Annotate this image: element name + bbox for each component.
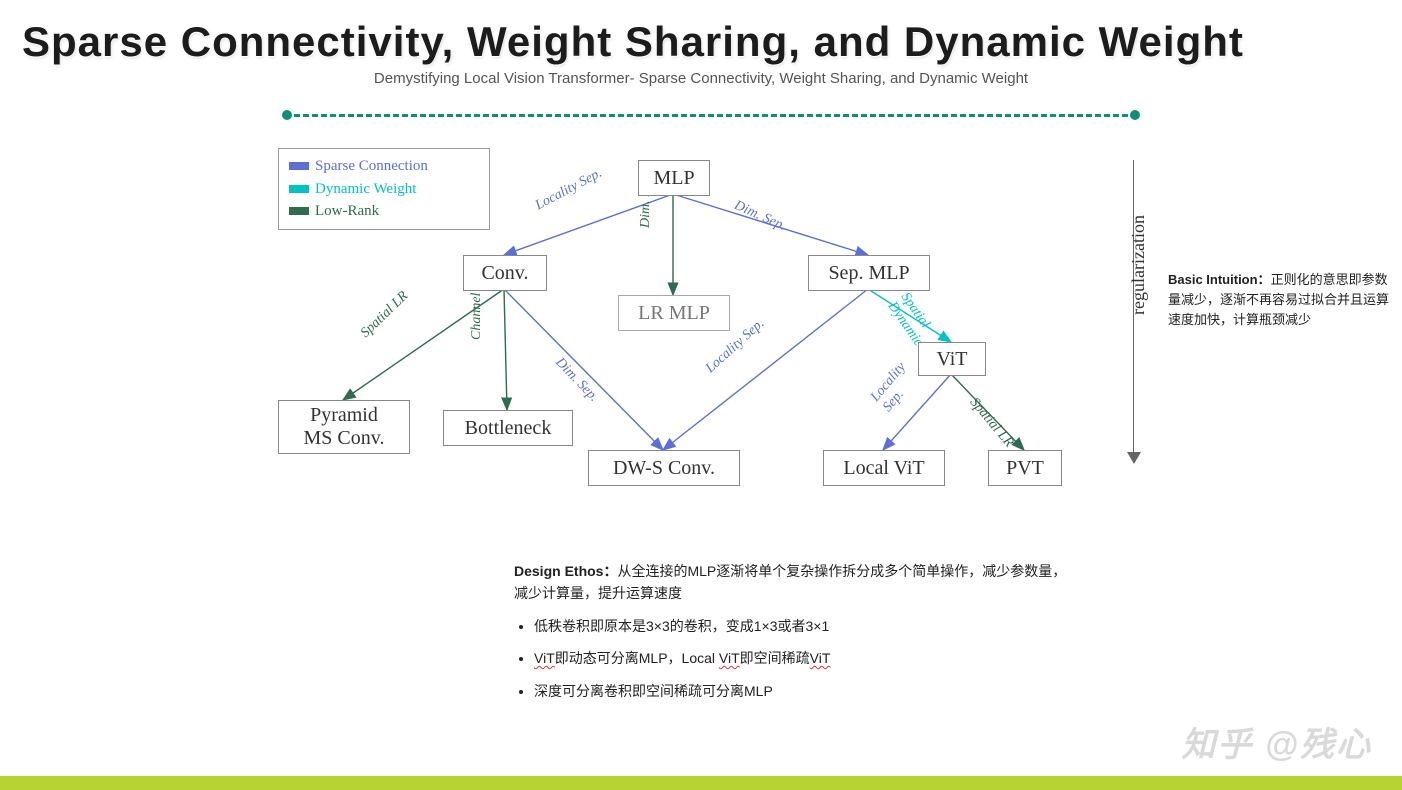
legend-label: Sparse Connection	[315, 155, 428, 178]
legend: Sparse ConnectionDynamic WeightLow-Rank	[278, 148, 490, 230]
legend-item: Sparse Connection	[289, 155, 479, 178]
node-pvt: PVT	[988, 450, 1062, 486]
page-title: Sparse Connectivity, Weight Sharing, and…	[0, 0, 1402, 66]
watermark: 知乎 @残心	[1181, 717, 1372, 766]
edge-conv-bott	[504, 289, 507, 410]
legend-label: Dynamic Weight	[315, 178, 416, 201]
regularization-label: regularization	[1128, 215, 1149, 315]
intuition-note: Basic Intuition：正则化的意思即参数量减少，逐渐不再容易过拟合并且…	[1168, 270, 1393, 330]
node-mlp: MLP	[638, 160, 710, 196]
node-vit: ViT	[918, 342, 986, 376]
notes-bullet: ViT即动态可分离MLP，Local ViT即空间稀疏ViT	[534, 647, 1074, 669]
notes-bullet: 低秩卷积即原本是3×3的卷积，变成1×3或者3×1	[534, 615, 1074, 637]
divider-line	[294, 114, 1128, 117]
divider-dashed	[286, 108, 1136, 122]
page-subtitle: Demystifying Local Vision Transformer- S…	[0, 70, 1402, 87]
legend-item: Low-Rank	[289, 200, 479, 223]
node-pyr: Pyramid MS Conv.	[278, 400, 410, 454]
notes-heading: Design Ethos：	[514, 563, 617, 579]
legend-swatch	[289, 162, 309, 170]
notes-bullet: 深度可分离卷积即空间稀疏可分离MLP	[534, 680, 1074, 702]
legend-swatch	[289, 185, 309, 193]
legend-label: Low-Rank	[315, 200, 379, 223]
node-dws: DW-S Conv.	[588, 450, 740, 486]
legend-swatch	[289, 207, 309, 215]
divider-dot-left	[282, 110, 292, 120]
divider-dot-right	[1130, 110, 1140, 120]
node-sepmlp: Sep. MLP	[808, 255, 930, 291]
notes-heading-line: Design Ethos：从全连接的MLP逐渐将单个复杂操作拆分成多个简单操作，…	[514, 560, 1074, 605]
design-ethos-notes: Design Ethos：从全连接的MLP逐渐将单个复杂操作拆分成多个简单操作，…	[514, 560, 1074, 712]
slide: Sparse Connectivity, Weight Sharing, and…	[0, 0, 1402, 790]
legend-item: Dynamic Weight	[289, 178, 479, 201]
footer-bar	[0, 776, 1402, 790]
node-conv: Conv.	[463, 255, 547, 291]
notes-list: 低秩卷积即原本是3×3的卷积，变成1×3或者3×1 ViT即动态可分离MLP，Lo…	[514, 615, 1074, 702]
node-bott: Bottleneck	[443, 410, 573, 446]
node-localvit: Local ViT	[823, 450, 945, 486]
arrow-head-icon	[1127, 452, 1141, 464]
intuition-heading: Basic Intuition：	[1168, 272, 1271, 287]
hierarchy-diagram: Locality Sep.Dim. LRDim. Sep.Spatial LRC…	[278, 140, 1158, 500]
node-lrmlp: LR MLP	[618, 295, 730, 331]
